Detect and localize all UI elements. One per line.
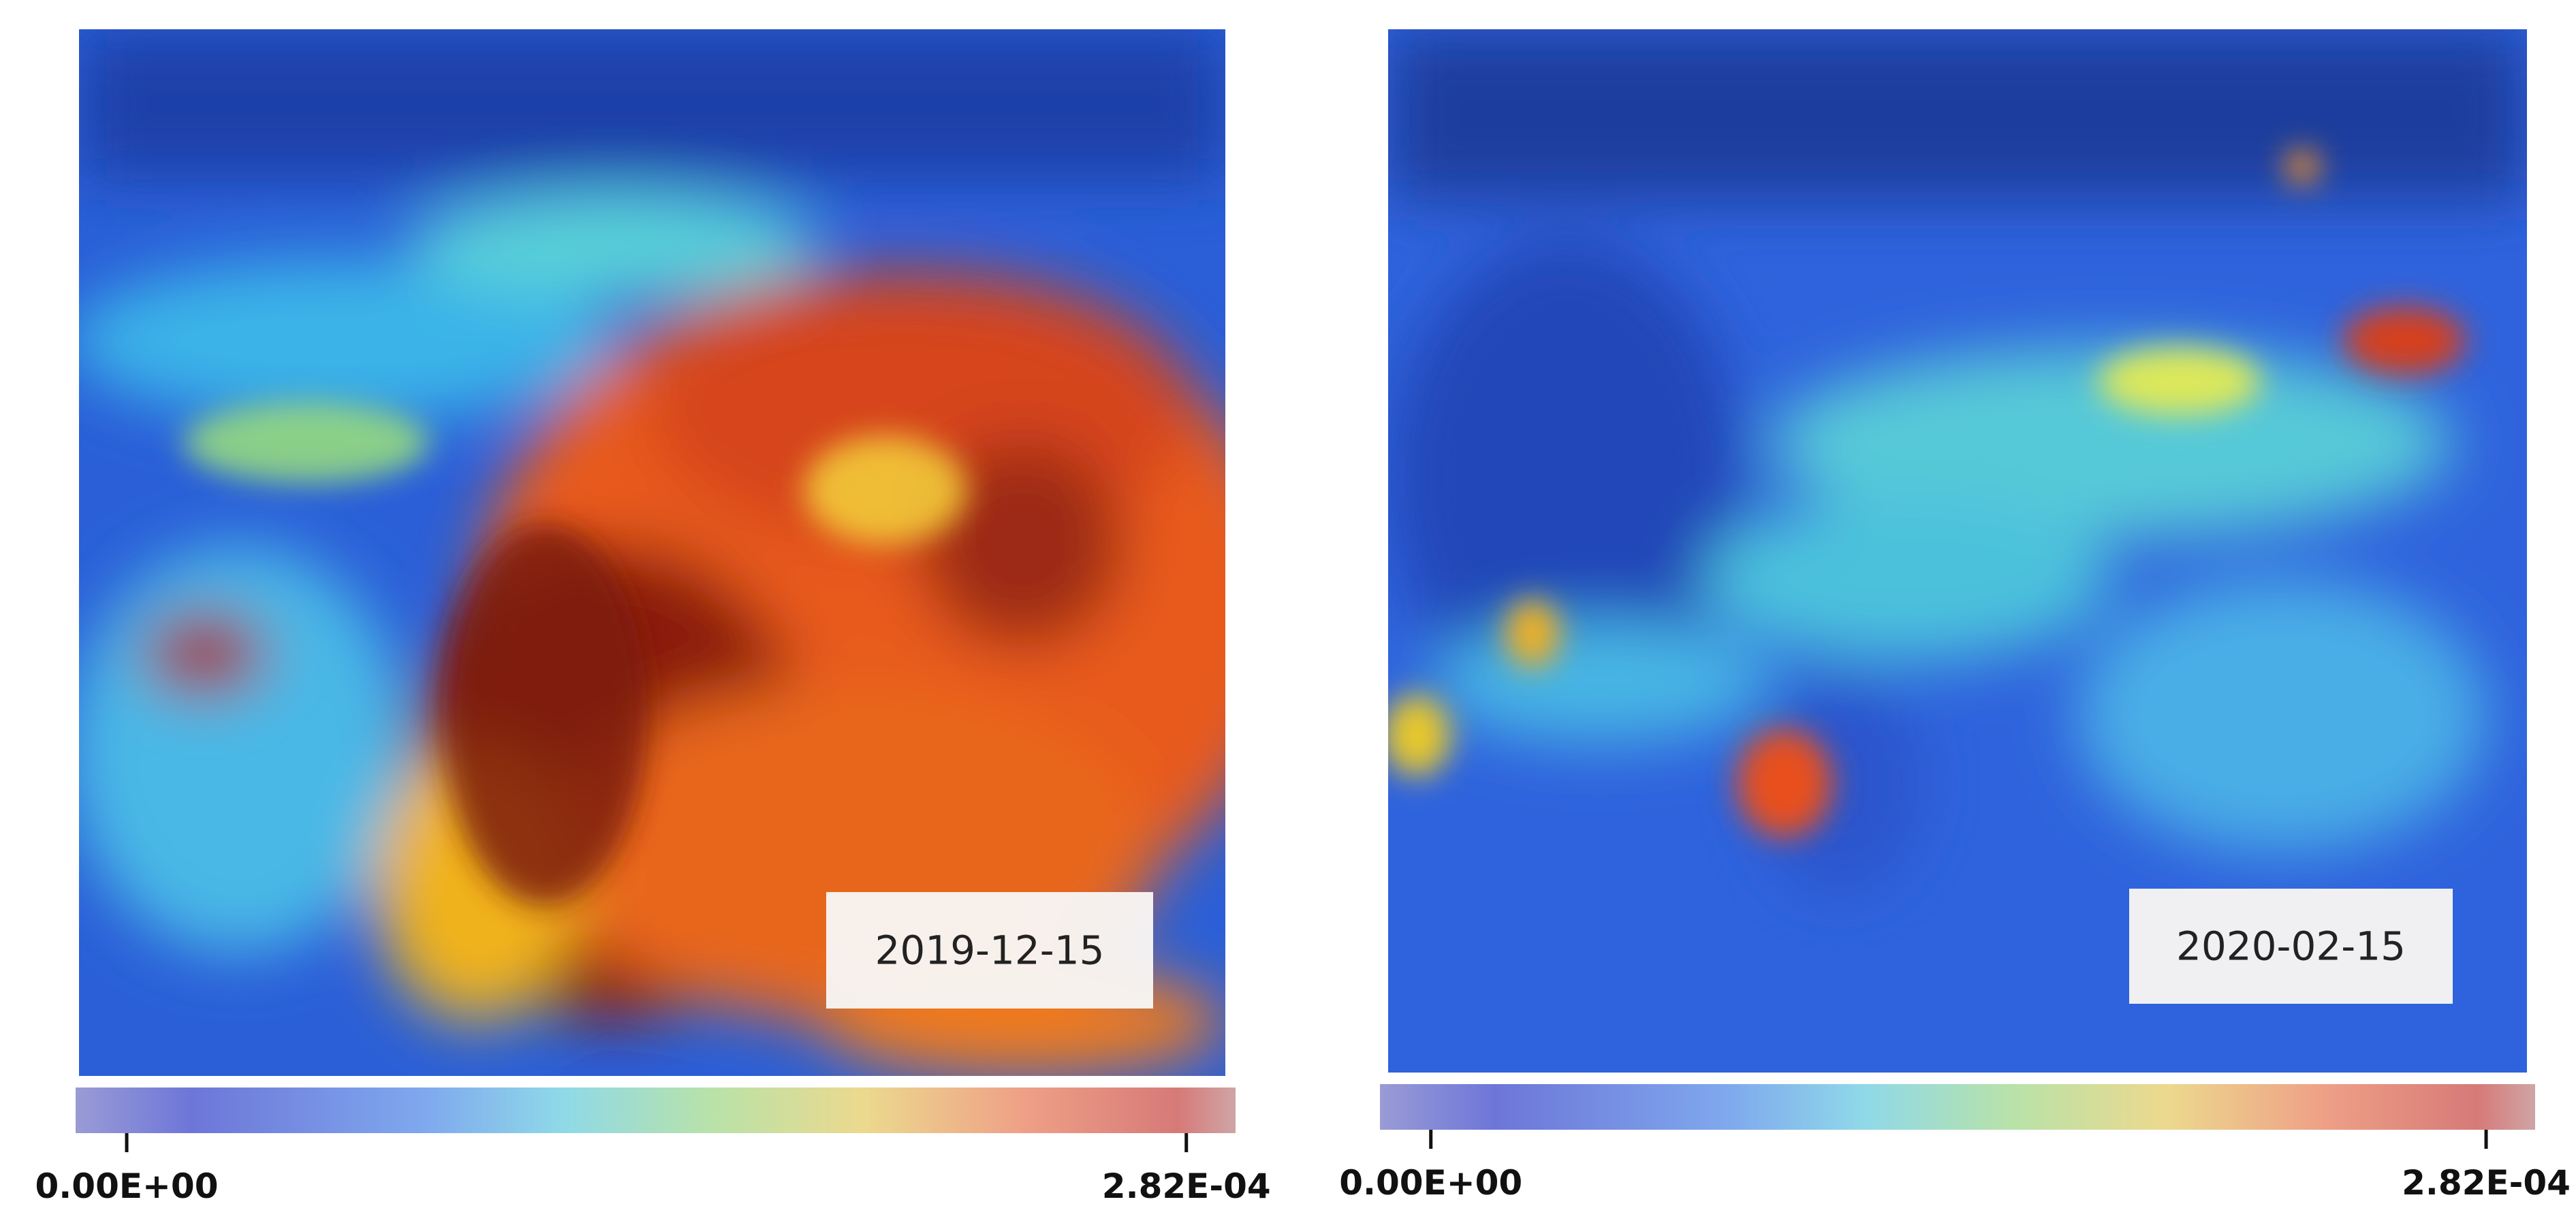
date-label: 2020-02-15 (2176, 923, 2406, 970)
colorbar-tick-label: 0.00E+00 (35, 1167, 219, 1206)
page: 2019-12-15 0.00E+00 2.82E-04 2020-02-15 0.00… (0, 0, 2576, 1206)
date-label: 2019-12-15 (875, 927, 1104, 974)
colorbar (1380, 1084, 2535, 1130)
colorbar-tick-label: 0.00E+00 (1339, 1163, 1522, 1203)
colorbar (76, 1088, 1236, 1133)
colorbar-tick-label: 2.82E-04 (2402, 1163, 2571, 1203)
figure: 2019-12-15 0.00E+00 2.82E-04 2020-02-15 0.00… (0, 0, 2576, 1206)
colorbar-tick-label: 2.82E-04 (1102, 1167, 1271, 1206)
